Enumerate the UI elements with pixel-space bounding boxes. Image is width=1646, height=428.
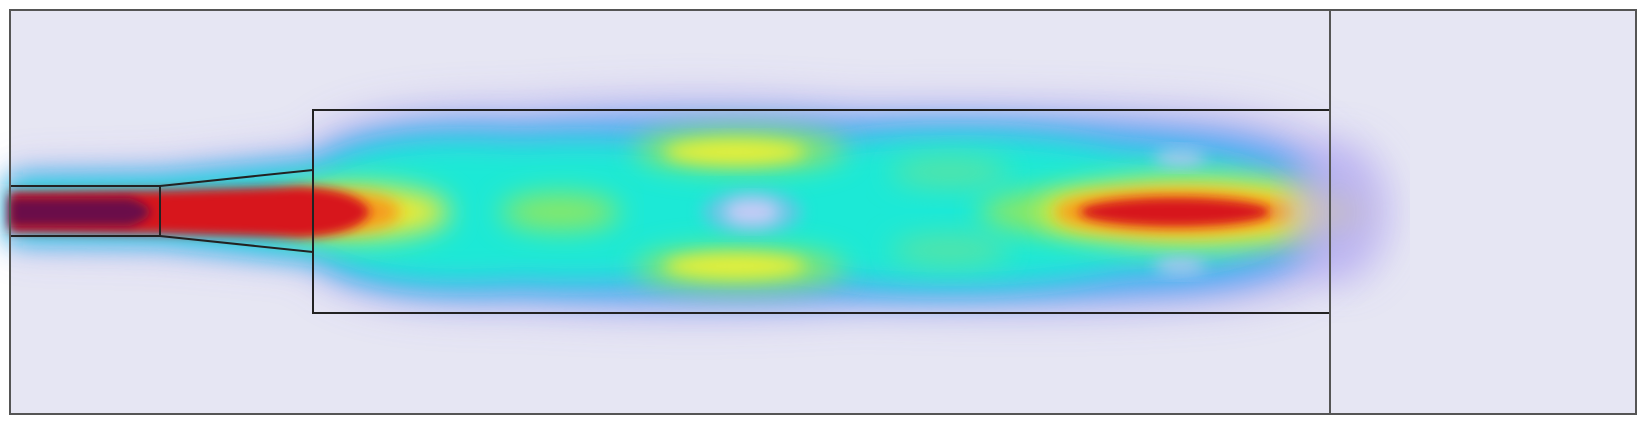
taper-top-edge	[159, 169, 314, 187]
output-hotspot-red	[1080, 198, 1270, 226]
center-null-ring	[702, 190, 802, 234]
notch-lower-right	[1154, 258, 1206, 274]
field-intensity-map	[10, 97, 1390, 316]
lobe-green-left	[500, 194, 620, 230]
simulation-frame	[9, 9, 1637, 415]
lobe-green-lower-right	[890, 236, 1010, 264]
waveguide-core-dark	[10, 198, 150, 226]
notch-upper-right	[1154, 150, 1206, 166]
lobe-yellow-top	[665, 140, 805, 164]
lobe-yellow-bottom	[665, 254, 805, 278]
lobe-green-upper-right	[890, 158, 1010, 186]
output-glow	[1290, 142, 1390, 282]
taper-bottom-edge	[159, 235, 314, 253]
